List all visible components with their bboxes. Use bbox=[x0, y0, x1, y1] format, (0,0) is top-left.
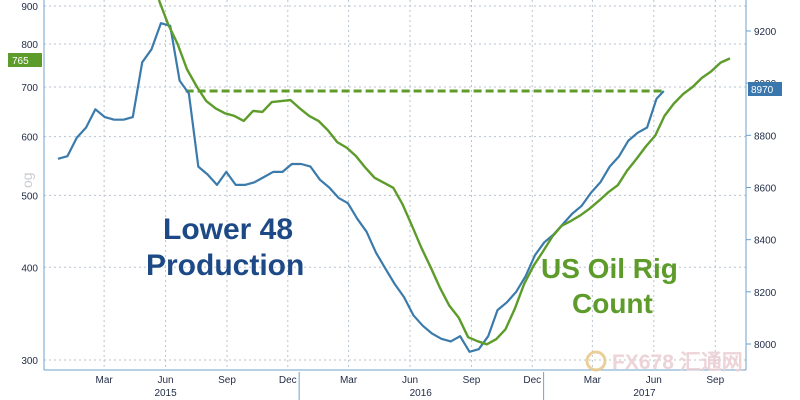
x-axis-month-label: Mar bbox=[340, 375, 358, 386]
us-oil-rig-count-series-line bbox=[157, 0, 731, 346]
lower-48-annotation-line-1: Lower 48 bbox=[163, 213, 293, 246]
rig-tag-background bbox=[8, 53, 42, 67]
lower-48-production-series-line bbox=[57, 22, 665, 353]
rig-count-annotation-line-1: US Oil Rig bbox=[541, 253, 678, 284]
x-axis-month-label: Jun bbox=[158, 375, 174, 386]
right-axis-tick-label: 8000 bbox=[754, 340, 777, 351]
x-axis-month-label: Mar bbox=[584, 375, 602, 386]
production-tag-value: 8970 bbox=[751, 85, 774, 96]
left-axis-ticks: 300 400 500 600 700 800 900 bbox=[21, 2, 38, 367]
rig-count-annotation-line-2: Count bbox=[572, 288, 653, 319]
left-axis-tick-label: 300 bbox=[21, 356, 38, 367]
x-axis-month-label: Mar bbox=[95, 375, 113, 386]
x-axis-ticks: Mar Jun Sep Dec Mar Jun Sep Dec Mar Jun Sep bbox=[95, 375, 724, 386]
production-tag-background bbox=[748, 82, 782, 96]
right-axis-tick-label: 8400 bbox=[754, 236, 777, 247]
watermark-text: FX678 汇通网 bbox=[612, 351, 743, 374]
right-axis-ticks: 8000820084008600880090009200 bbox=[746, 27, 777, 351]
x-axis-year-label: 2017 bbox=[633, 388, 656, 399]
left-axis-tick-label: 600 bbox=[21, 133, 38, 144]
left-axis-tick-label: 400 bbox=[21, 263, 38, 274]
right-axis-tick-label: 8200 bbox=[754, 288, 777, 299]
x-axis-year-label: 2015 bbox=[154, 388, 177, 399]
rig-tag-value: 765 bbox=[12, 56, 29, 67]
lower-48-annotation-line-2: Production bbox=[146, 249, 304, 282]
left-axis-tick-label: 700 bbox=[21, 83, 38, 94]
left-axis-tick-label: 900 bbox=[21, 2, 38, 13]
year-dividers bbox=[298, 372, 545, 400]
left-axis-tick-label: 800 bbox=[21, 40, 38, 51]
x-axis-month-label: Dec bbox=[279, 375, 297, 386]
grid bbox=[44, 0, 746, 370]
x-axis-year-label: 2016 bbox=[410, 388, 433, 399]
x-axis-month-label: Sep bbox=[463, 375, 481, 386]
right-axis-tick-label: 8600 bbox=[754, 184, 777, 195]
production-last-value-tag: 8970 bbox=[748, 82, 782, 96]
x-axis-month-label: Jun bbox=[646, 375, 662, 386]
x-axis-month-label: Sep bbox=[218, 375, 236, 386]
right-axis-tick-label: 9200 bbox=[754, 27, 777, 38]
watermark-logo-icon bbox=[585, 350, 607, 372]
rig-last-value-tag: 765 bbox=[8, 53, 42, 67]
left-axis-label-fragment: og bbox=[19, 172, 35, 188]
watermark: FX678 汇通网 bbox=[585, 350, 743, 374]
year-labels: 2015 2016 2017 bbox=[154, 388, 656, 399]
left-axis-tick-label: 500 bbox=[21, 191, 38, 202]
plot-background bbox=[44, 0, 746, 370]
x-axis-month-label: Dec bbox=[523, 375, 541, 386]
x-axis-month-label: Jun bbox=[402, 375, 418, 386]
right-axis-tick-label: 8800 bbox=[754, 131, 777, 142]
x-axis-month-label: Sep bbox=[706, 375, 724, 386]
